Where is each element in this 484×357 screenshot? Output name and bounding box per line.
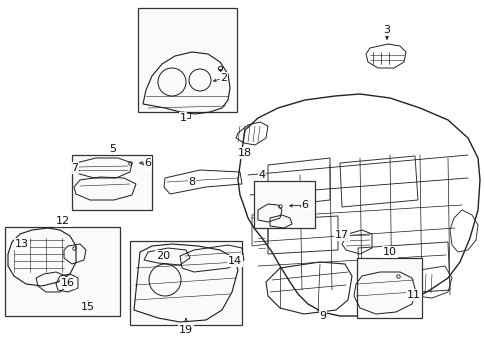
Bar bbox=[254, 181, 314, 228]
Text: 6: 6 bbox=[144, 158, 151, 168]
Text: 19: 19 bbox=[179, 325, 193, 335]
Bar bbox=[356, 258, 421, 318]
Text: 11: 11 bbox=[406, 290, 420, 300]
Text: 20: 20 bbox=[156, 251, 170, 261]
Bar bbox=[138, 8, 237, 112]
Text: 1: 1 bbox=[179, 113, 186, 123]
Bar bbox=[72, 155, 151, 210]
Text: 5: 5 bbox=[109, 144, 116, 154]
Text: 3: 3 bbox=[383, 25, 390, 35]
Bar bbox=[130, 241, 242, 325]
Text: 14: 14 bbox=[227, 256, 242, 266]
Text: 12: 12 bbox=[56, 216, 70, 226]
Text: 6: 6 bbox=[301, 200, 308, 210]
Text: 17: 17 bbox=[334, 230, 348, 240]
Text: 10: 10 bbox=[382, 247, 396, 257]
Text: 16: 16 bbox=[61, 278, 75, 288]
Text: 2: 2 bbox=[220, 73, 227, 83]
Text: 9: 9 bbox=[319, 311, 326, 321]
Bar bbox=[5, 227, 120, 316]
Text: 7: 7 bbox=[71, 163, 78, 173]
Text: 8: 8 bbox=[188, 177, 195, 187]
Text: 13: 13 bbox=[15, 239, 29, 249]
Text: 4: 4 bbox=[258, 170, 265, 180]
Text: 18: 18 bbox=[238, 148, 252, 158]
Text: 15: 15 bbox=[81, 302, 95, 312]
